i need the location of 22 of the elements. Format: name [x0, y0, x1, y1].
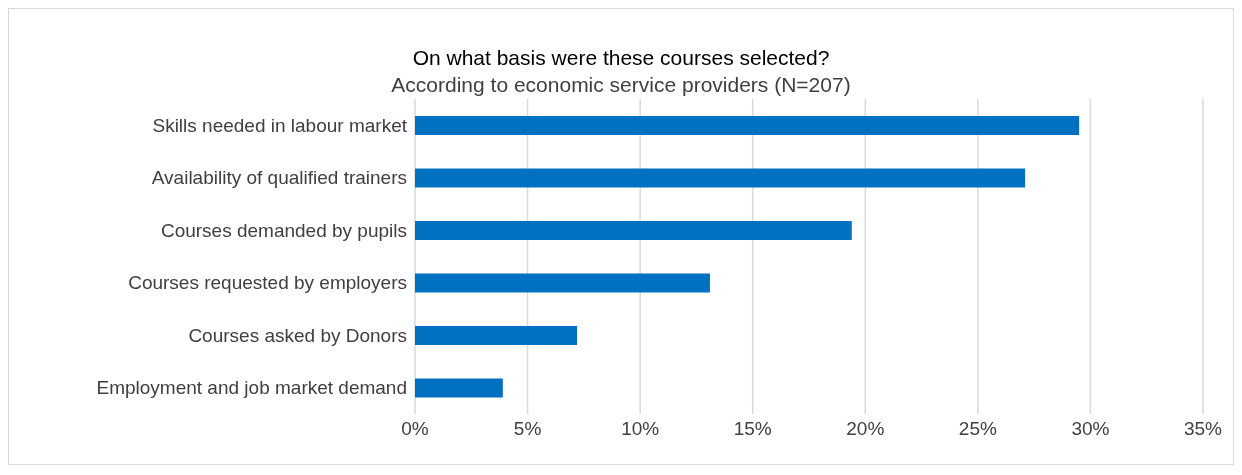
y-tick-label: Skills needed in labour market — [152, 114, 408, 136]
y-tick-label: Employment and job market demand — [96, 377, 407, 399]
y-tick-label: Courses asked by Donors — [188, 324, 407, 346]
y-tick-label: Courses demanded by pupils — [160, 219, 407, 241]
x-tick-label: 25% — [958, 418, 997, 440]
x-tick-label: 35% — [1183, 418, 1223, 440]
x-tick-label: 0% — [401, 418, 429, 440]
bar — [415, 378, 503, 398]
y-tick-label: Courses requested by employers — [128, 272, 407, 294]
bar — [415, 221, 852, 240]
x-tick-label: 30% — [1071, 418, 1110, 440]
y-tick-label: Availability of qualified trainers — [151, 167, 407, 189]
bar — [415, 326, 578, 345]
x-tick-label: 10% — [621, 418, 660, 440]
chart-subtitle: According to economic service providers (N=207) — [390, 72, 852, 98]
x-tick-label: 20% — [846, 418, 885, 440]
bar — [415, 168, 1026, 188]
chart-title: On what basis were these courses selected? — [411, 45, 831, 71]
bar — [415, 116, 1080, 135]
x-tick-label: 15% — [733, 418, 772, 440]
x-tick-label: 5% — [513, 418, 542, 440]
bar — [415, 273, 710, 293]
